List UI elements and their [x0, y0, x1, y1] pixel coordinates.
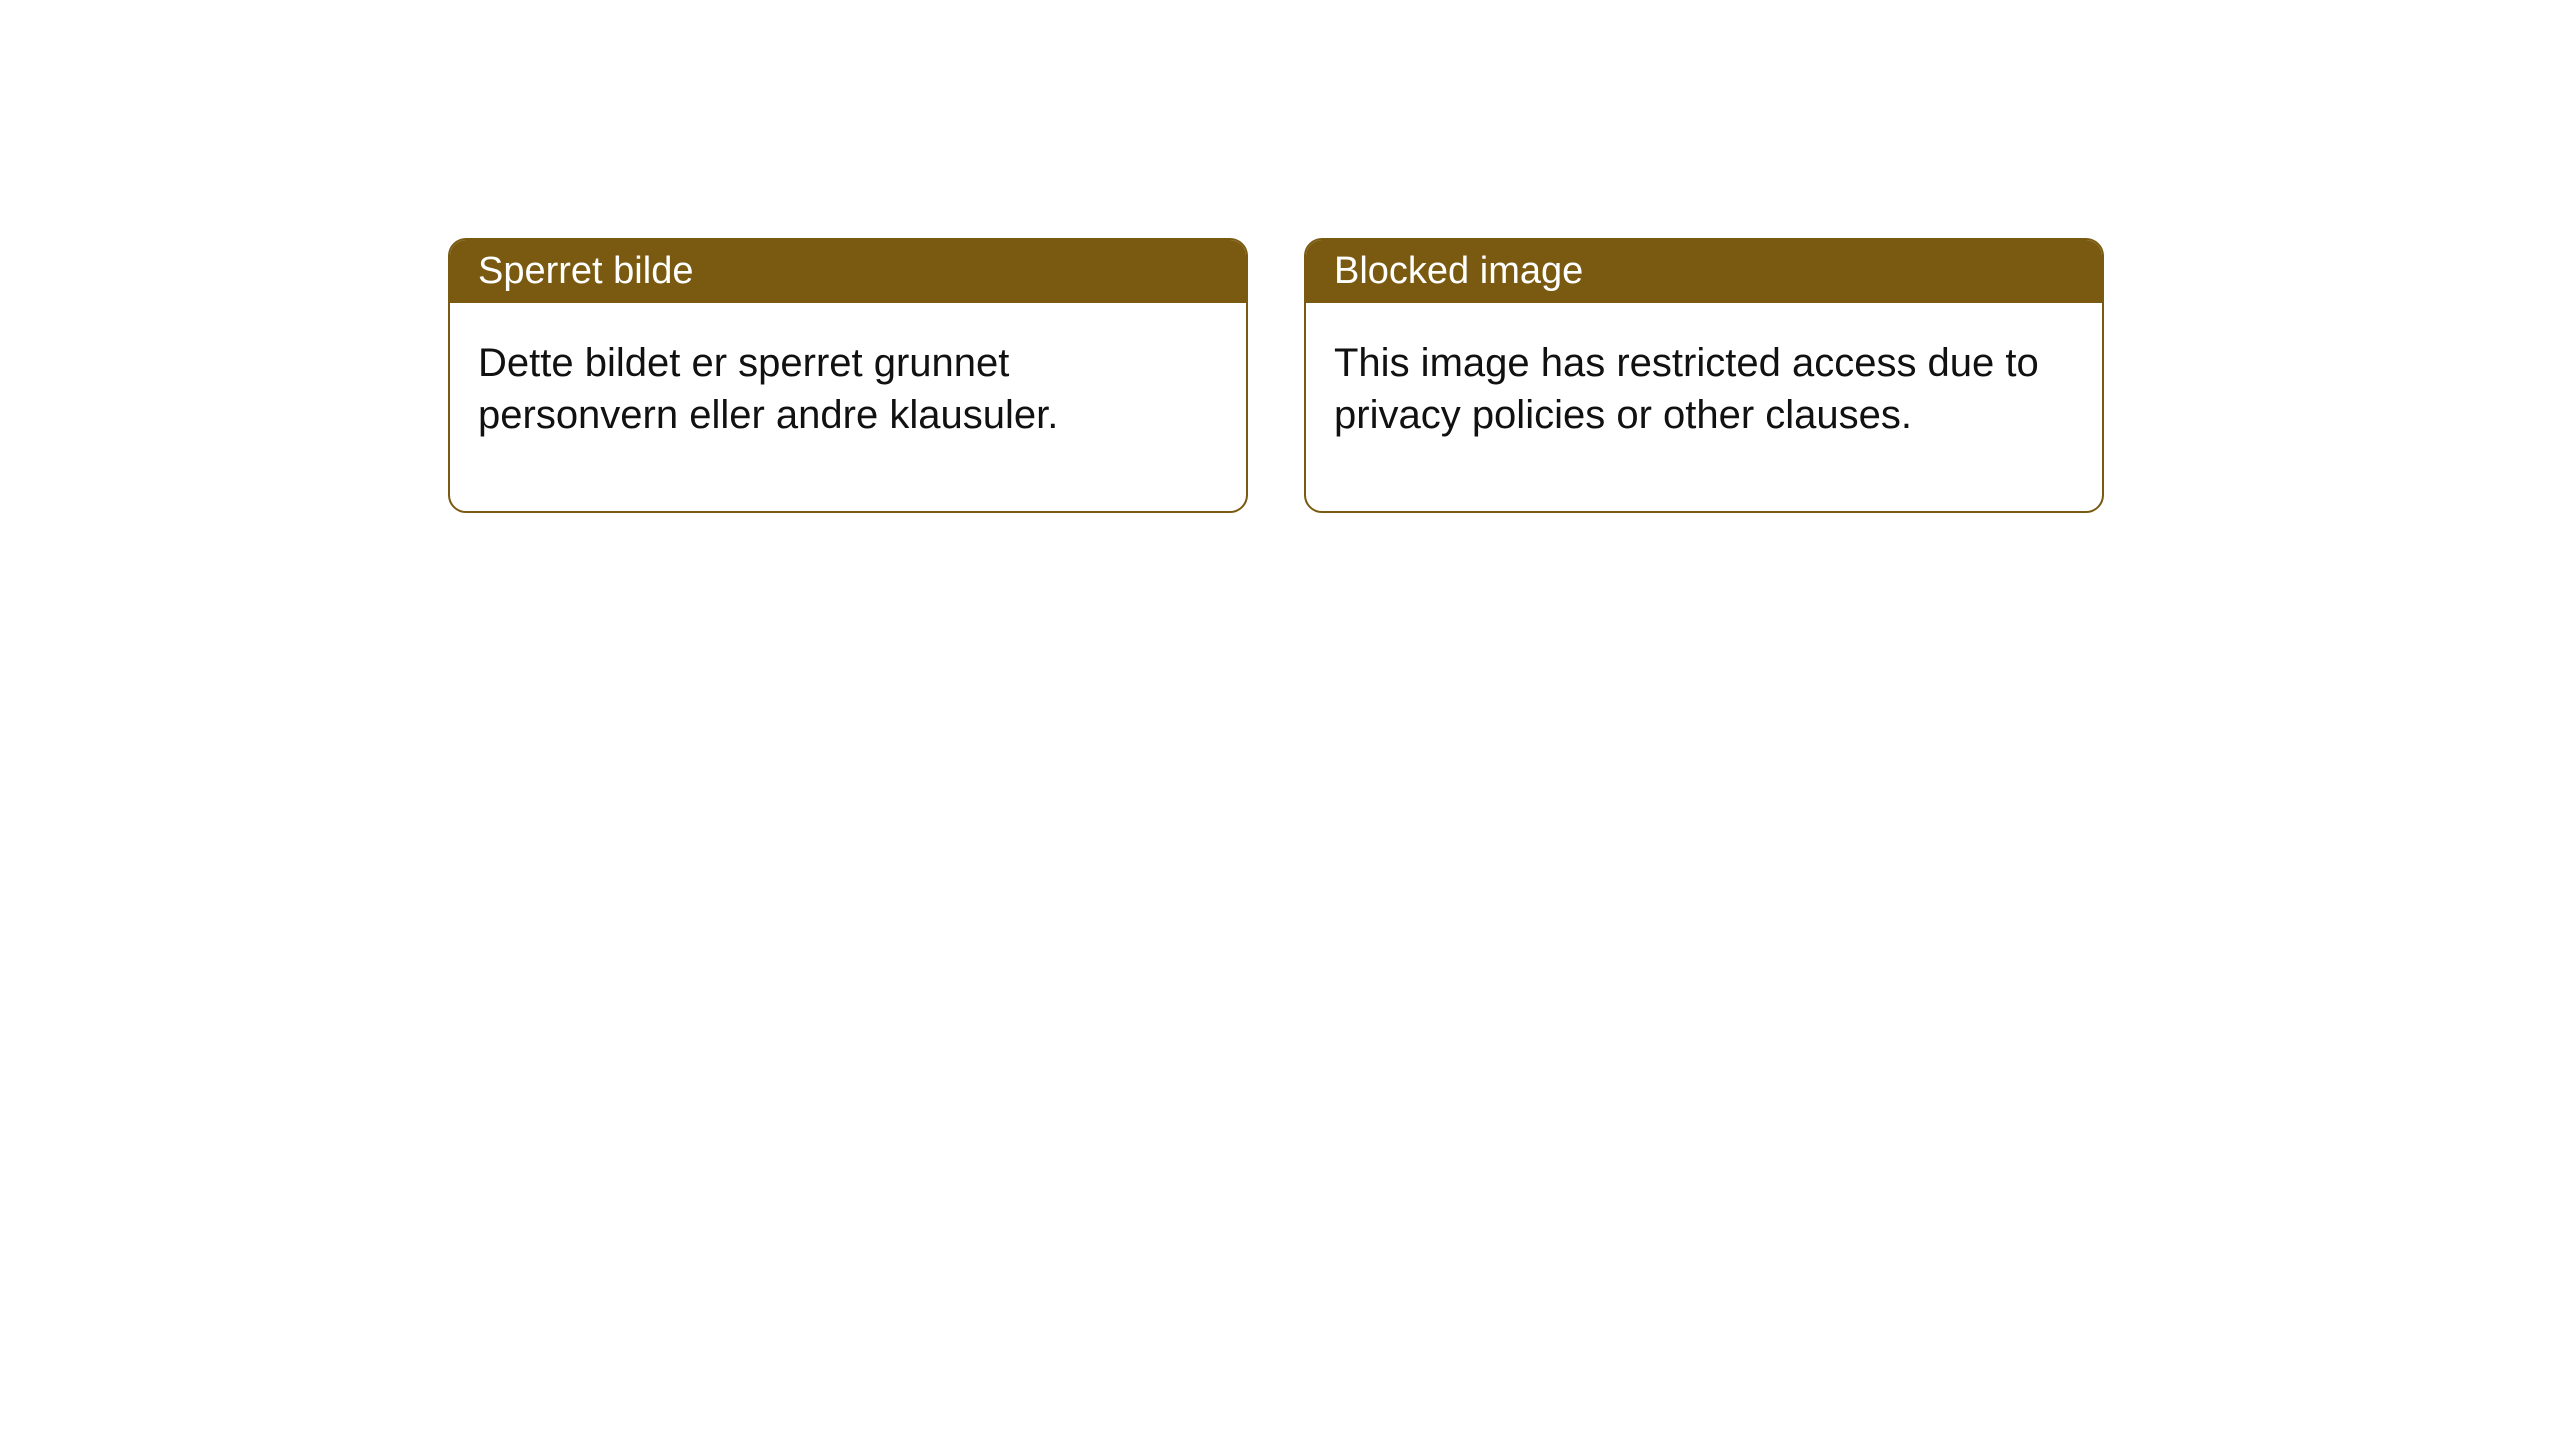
notice-container: Sperret bilde Dette bildet er sperret gr…	[448, 238, 2104, 513]
notice-card-english: Blocked image This image has restricted …	[1304, 238, 2104, 513]
notice-card-body: Dette bildet er sperret grunnet personve…	[450, 303, 1246, 511]
notice-card-title: Blocked image	[1306, 240, 2102, 303]
notice-card-title: Sperret bilde	[450, 240, 1246, 303]
notice-card-body: This image has restricted access due to …	[1306, 303, 2102, 511]
notice-card-norwegian: Sperret bilde Dette bildet er sperret gr…	[448, 238, 1248, 513]
